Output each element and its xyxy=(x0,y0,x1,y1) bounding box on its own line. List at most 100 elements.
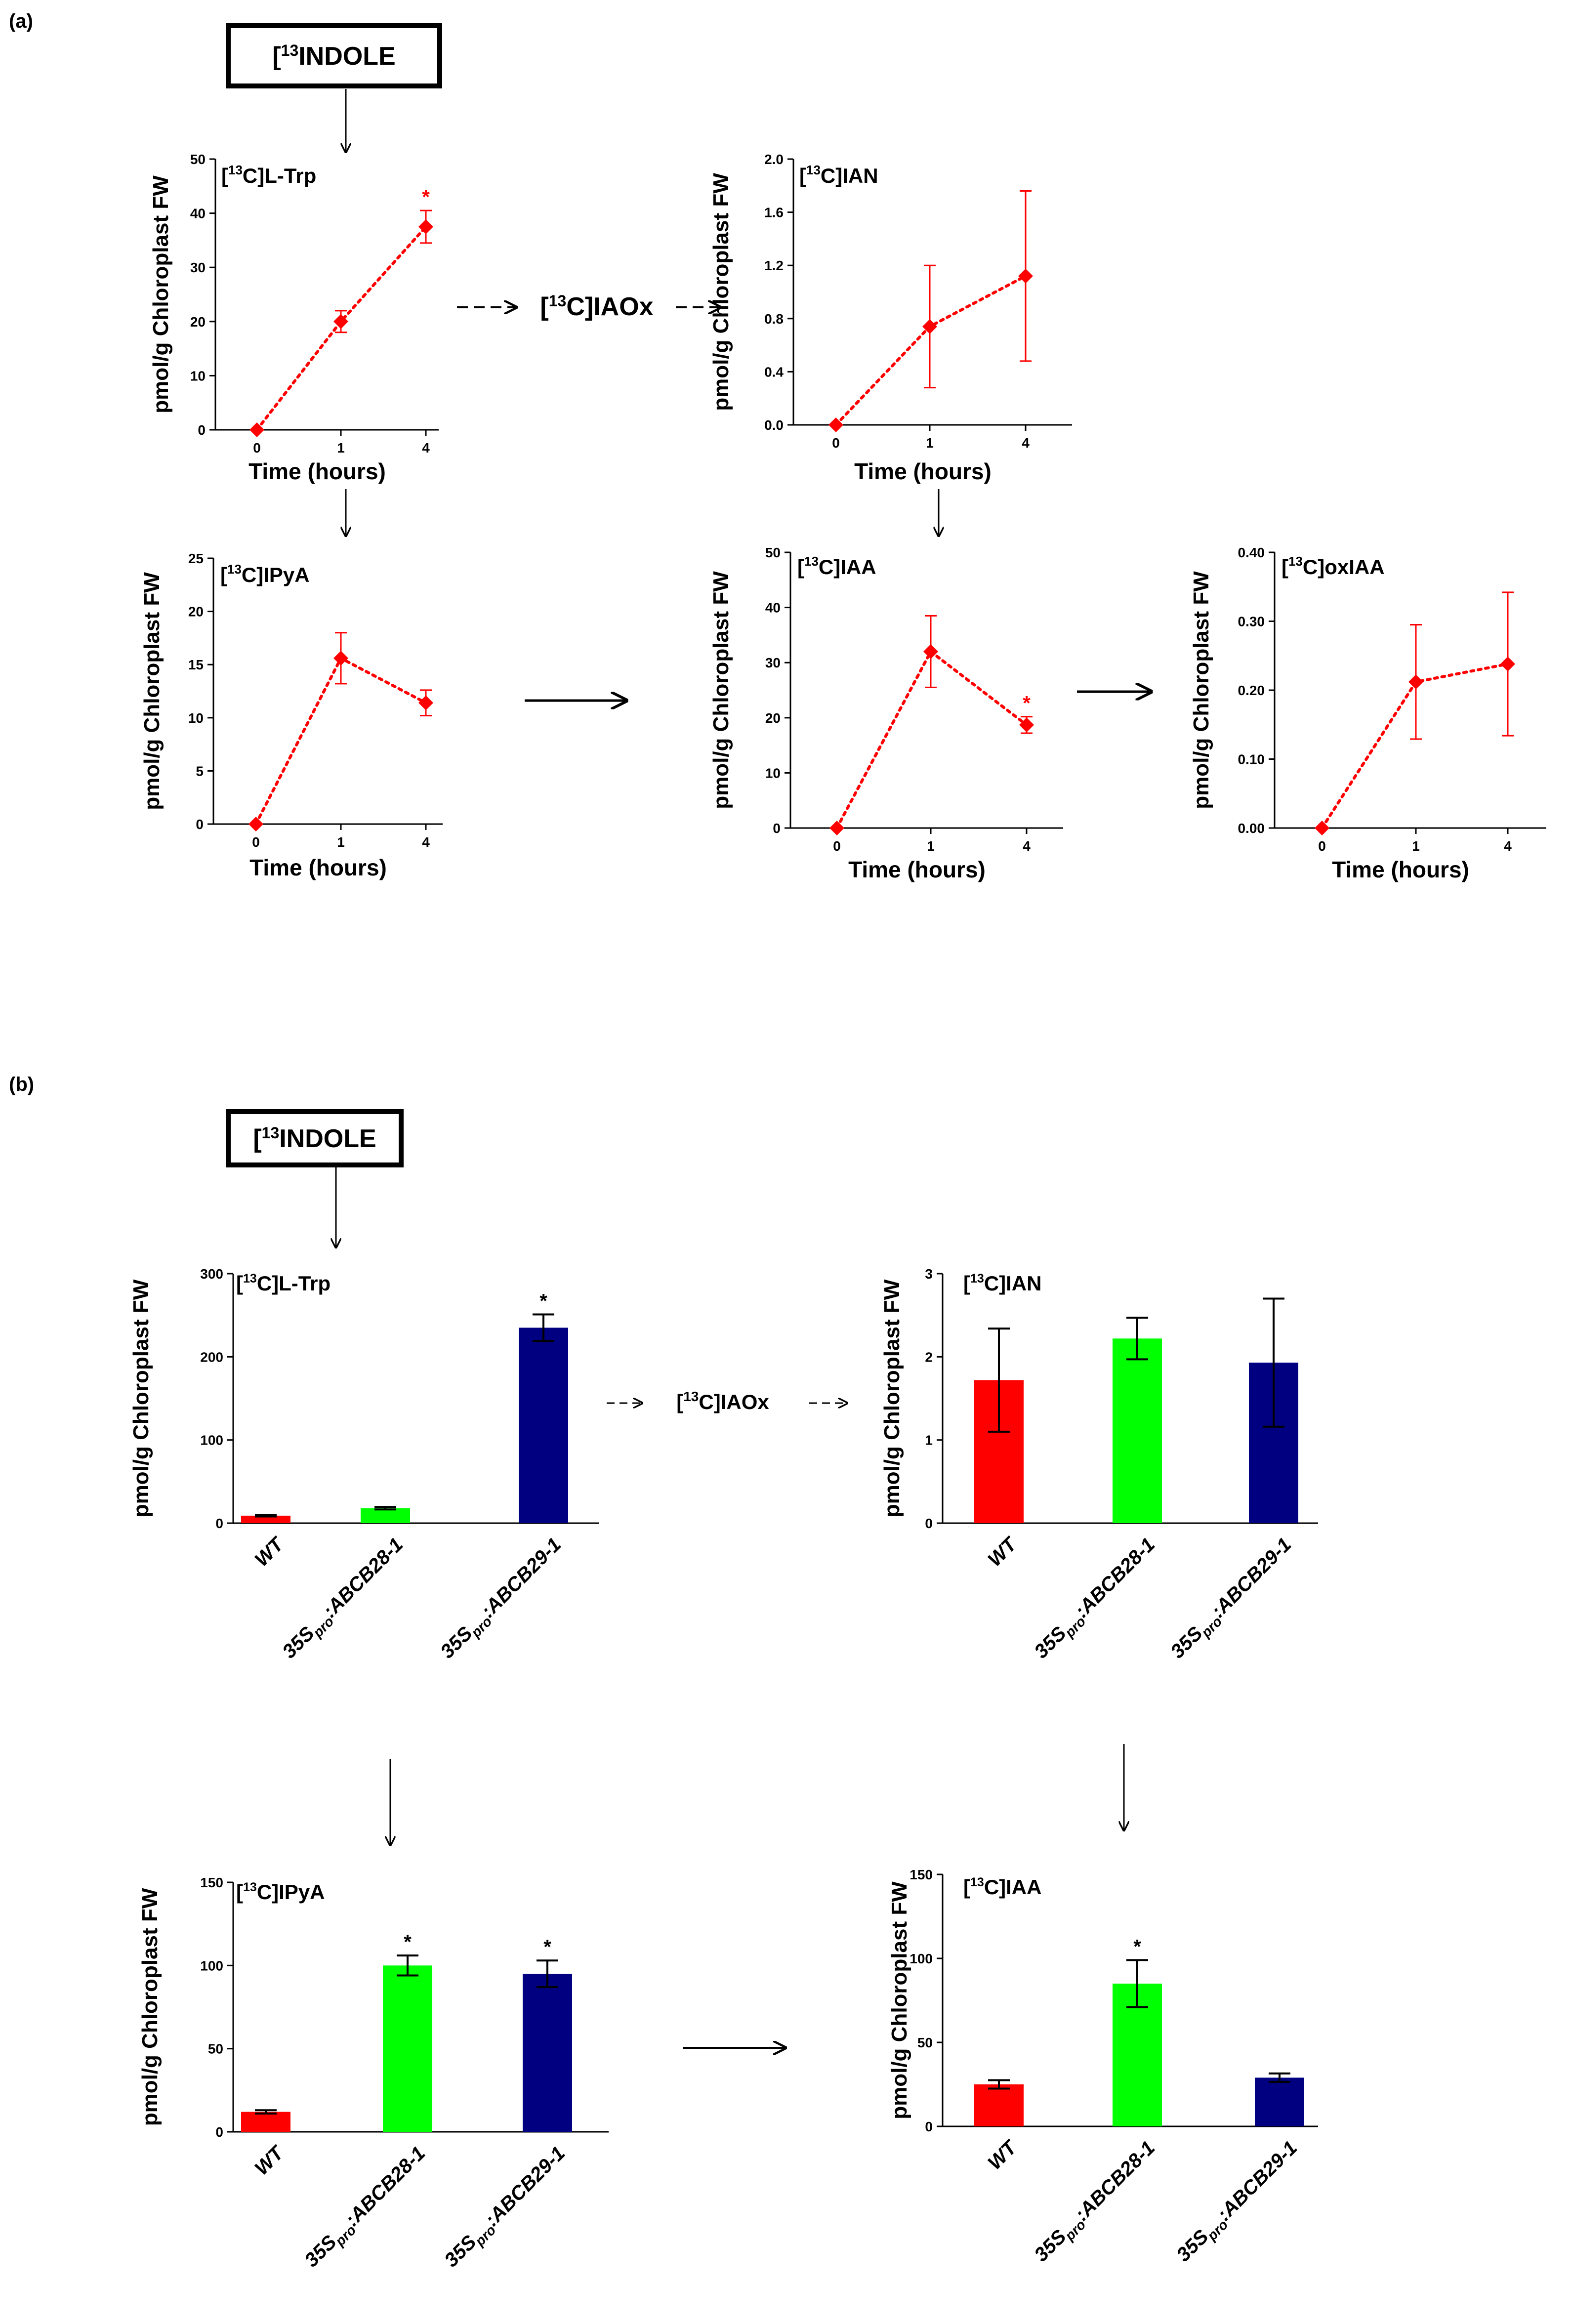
x-tick-label: 1 xyxy=(337,440,345,456)
bar xyxy=(241,1515,290,1523)
y-tick-label: 0 xyxy=(773,821,781,836)
category-label: WT xyxy=(984,1533,1022,1571)
data-point xyxy=(1408,674,1423,690)
panel-a-label: (a) xyxy=(9,10,33,32)
svg-text:[13INDOLE: [13INDOLE xyxy=(253,1124,376,1153)
y-tick-label: 300 xyxy=(200,1266,223,1282)
significance-star: * xyxy=(422,186,430,208)
data-point xyxy=(418,695,433,710)
y-axis-label: pmol/g Chloroplast FW xyxy=(1189,571,1213,809)
y-axis-label: pmol/g Chloroplast FW xyxy=(709,173,733,411)
panel-b-label: (b) xyxy=(9,1074,34,1095)
significance-star: * xyxy=(1023,693,1031,714)
y-tick-label: 0.20 xyxy=(1238,683,1265,698)
data-point xyxy=(1500,656,1515,671)
y-tick-label: 0.00 xyxy=(1238,821,1265,836)
significance-star: * xyxy=(404,1931,412,1953)
significance-star: * xyxy=(539,1290,547,1312)
y-tick-label: 0.4 xyxy=(764,364,784,379)
iaox-label-b: [13C]IAOx xyxy=(676,1389,769,1413)
x-tick-label: 4 xyxy=(1504,838,1512,854)
data-point xyxy=(1018,268,1033,284)
indole-box-a: [13INDOLE xyxy=(226,23,442,88)
indole-box-b: [13INDOLE xyxy=(226,1109,404,1167)
bar xyxy=(241,2112,290,2132)
y-axis-label: pmol/g Chloroplast FW xyxy=(129,1279,153,1517)
x-tick-label: 1 xyxy=(927,838,935,854)
x-axis-label: Time (hours) xyxy=(1332,857,1469,882)
pathway-arrows-b xyxy=(336,1167,1124,2048)
y-tick-label: 0 xyxy=(198,422,206,438)
y-tick-label: 10 xyxy=(190,368,206,383)
y-tick-label: 150 xyxy=(910,1867,933,1882)
x-tick-label: 0 xyxy=(252,834,260,850)
data-point xyxy=(829,821,844,835)
x-tick-label: 0 xyxy=(833,838,841,854)
chart-title: [13C]IPyA xyxy=(220,562,310,586)
series-line xyxy=(835,649,1028,830)
series-line xyxy=(834,274,1027,426)
series-line xyxy=(1321,662,1509,830)
x-tick-label: 4 xyxy=(1022,435,1030,451)
y-tick-label: 3 xyxy=(925,1266,933,1282)
bar xyxy=(519,1328,568,1523)
y-tick-label: 50 xyxy=(917,2035,933,2050)
category-label: 35Spro:ABCB29-1 xyxy=(1166,1534,1298,1665)
y-tick-label: 10 xyxy=(765,765,781,781)
y-tick-label: 100 xyxy=(910,1951,933,1966)
bar xyxy=(1255,2077,1304,2126)
y-tick-label: 0.10 xyxy=(1238,752,1265,767)
y-tick-label: 100 xyxy=(200,1958,223,1973)
x-tick-label: 1 xyxy=(926,435,934,451)
y-tick-label: 40 xyxy=(190,206,206,221)
y-tick-label: 50 xyxy=(190,152,206,167)
y-tick-label: 2.0 xyxy=(764,152,784,167)
x-tick-label: 0 xyxy=(1318,838,1326,854)
category-label: 35Spro:ABCB28-1 xyxy=(278,1534,410,1665)
y-tick-label: 0.8 xyxy=(764,311,784,327)
chart-ipya-bars: 0 50 100 150 pmol/g Chloroplast FW [13C]IPyA W… xyxy=(138,1875,609,2274)
data-point xyxy=(922,319,937,334)
chart-oxiaa-timecourse: 0.00 0.10 0.20 0.30 0.40 0 1 4 Time (hours) pmol/… xyxy=(1189,545,1546,882)
category-label: WT xyxy=(250,1533,289,1571)
category-label: WT xyxy=(984,2136,1022,2174)
y-tick-label: 200 xyxy=(200,1349,223,1365)
chart-l-trp-bars: 0 100 200 300 pmol/g Chloroplast FW [13C]L-Tr… xyxy=(129,1266,599,1665)
isotope-sup: 13 xyxy=(281,42,299,59)
y-tick-label: 50 xyxy=(765,545,781,560)
y-tick-label: 15 xyxy=(188,657,204,672)
chart-title: [13C]IAA xyxy=(797,554,876,579)
x-tick-label: 4 xyxy=(422,834,430,850)
y-tick-label: 0.30 xyxy=(1238,614,1265,629)
bar xyxy=(361,1508,410,1523)
bar xyxy=(383,1965,432,2132)
y-axis-label: pmol/g Chloroplast FW xyxy=(709,571,733,809)
x-axis-label: Time (hours) xyxy=(248,458,386,484)
x-axis-label: Time (hours) xyxy=(854,458,992,484)
y-axis-label: pmol/g Chloroplast FW xyxy=(149,175,173,414)
y-tick-label: 20 xyxy=(188,604,204,620)
y-tick-label: 0.0 xyxy=(764,417,784,433)
data-point xyxy=(1315,821,1329,835)
significance-star: * xyxy=(1133,1936,1141,1957)
y-tick-label: 0 xyxy=(925,1516,933,1531)
chart-title: [13C]IPyA xyxy=(236,1880,325,1904)
y-tick-label: 0.40 xyxy=(1238,545,1265,560)
chart-title: [13C]oxIAA xyxy=(1282,554,1385,579)
bar xyxy=(523,1974,572,2132)
y-tick-label: 150 xyxy=(200,1875,223,1890)
x-tick-label: 0 xyxy=(832,435,840,451)
y-axis-label: pmol/g Chloroplast FW xyxy=(140,572,164,810)
y-tick-label: 10 xyxy=(188,710,204,726)
y-tick-label: 1 xyxy=(925,1433,933,1448)
category-label: 35Spro:ABCB28-1 xyxy=(1030,1534,1161,1665)
category-label: 35Spro:ABCB28-1 xyxy=(300,2142,432,2274)
iaox-label-a: [13C]IAOx xyxy=(540,292,653,321)
chart-ian-timecourse: 0.0 0.4 0.8 1.2 1.6 2.0 0 1 4 Time (hours) pmol/g … xyxy=(709,152,1072,484)
y-tick-label: 0 xyxy=(196,817,204,832)
x-axis-label: Time (hours) xyxy=(848,857,986,882)
pathway-arrows-a xyxy=(346,89,1151,701)
